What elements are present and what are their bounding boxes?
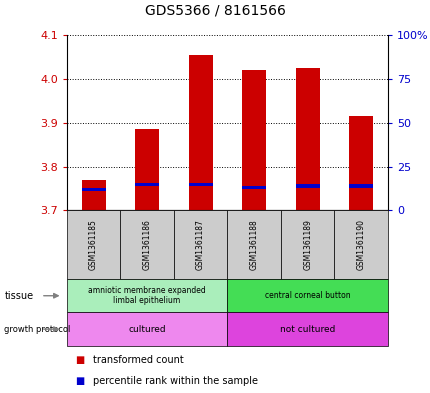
Bar [334,210,387,279]
Bar [135,129,159,210]
Bar [188,55,212,210]
Bar [67,279,227,312]
Text: cultured: cultured [128,325,166,334]
Bar [227,210,280,279]
Bar [173,210,227,279]
Bar [188,183,212,186]
Text: not cultured: not cultured [280,325,335,334]
Text: GSM1361185: GSM1361185 [89,219,98,270]
Text: tissue: tissue [4,291,34,301]
Text: transformed count: transformed count [92,355,183,365]
Bar [295,184,319,187]
Text: GSM1361186: GSM1361186 [142,219,151,270]
Bar [135,183,159,186]
Text: GSM1361187: GSM1361187 [196,219,205,270]
Bar [227,279,387,312]
Text: ■: ■ [75,376,84,386]
Bar [242,186,266,189]
Bar [348,116,372,210]
Bar [280,210,334,279]
Text: percentile rank within the sample: percentile rank within the sample [92,376,257,386]
Bar [295,68,319,210]
Text: GSM1361190: GSM1361190 [356,219,365,270]
Text: amniotic membrane expanded
limbal epithelium: amniotic membrane expanded limbal epithe… [88,286,206,305]
Bar [67,312,227,346]
Text: ■: ■ [75,355,84,365]
Text: central corneal button: central corneal button [264,291,350,300]
Bar [242,70,266,210]
Text: GDS5366 / 8161566: GDS5366 / 8161566 [145,4,285,18]
Text: growth protocol: growth protocol [4,325,71,334]
Bar [120,210,173,279]
Bar [81,187,105,191]
Bar [227,312,387,346]
Bar [348,184,372,187]
Bar [81,180,105,210]
Text: GSM1361188: GSM1361188 [249,219,258,270]
Text: GSM1361189: GSM1361189 [302,219,311,270]
Bar [67,210,120,279]
